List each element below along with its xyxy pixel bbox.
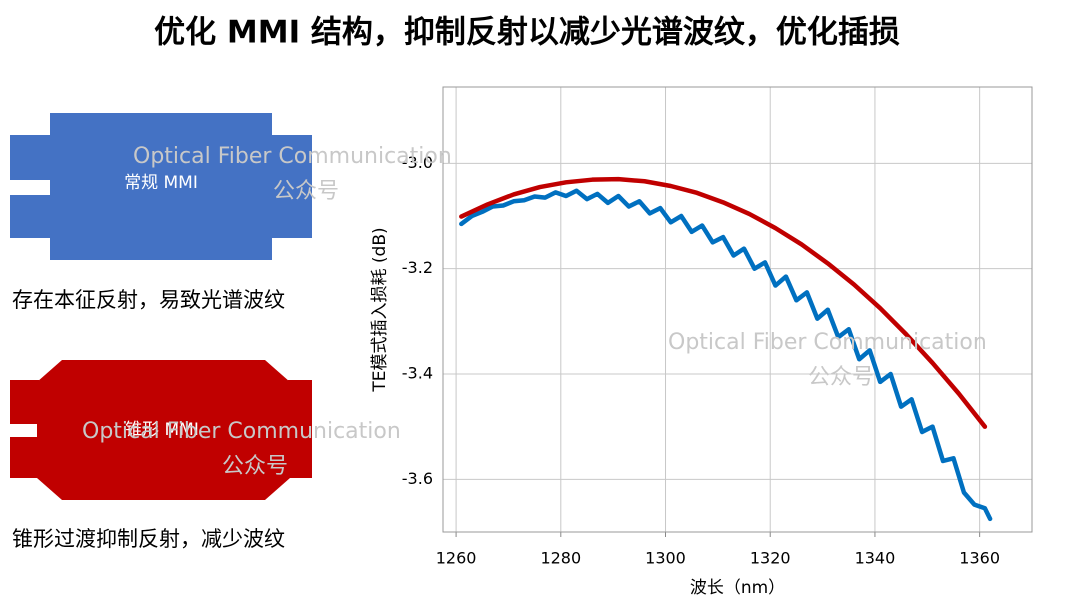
diagram-caption: 锥形过渡抑制反射，减少波纹 (12, 527, 285, 551)
x-tick-label: 1260 (436, 549, 477, 568)
watermark: Optical Fiber Communication (82, 419, 401, 444)
chart: 1260 1280 1300 1320 1340 1360 -3.0 -3.2 -3.4 -3.6… (370, 86, 1033, 598)
y-tick-label: -3.0 (402, 153, 433, 172)
x-tick-label: 1340 (855, 549, 896, 568)
data-line (459, 176, 988, 429)
y-tick-label: -3.2 (402, 258, 433, 277)
x-tick-label: 1300 (645, 549, 686, 568)
watermark: 公众号 (273, 179, 339, 204)
y-tick-label: -3.6 (402, 469, 433, 488)
y-tick-label: -3.4 (402, 364, 433, 383)
y-axis-label: TE模式插入损耗 (dB) (370, 227, 390, 392)
watermark: Optical Fiber Communication (133, 144, 452, 169)
watermarks: Optical Fiber Communication 公众号 Optical Fi… (82, 144, 987, 479)
watermark: Optical Fiber Communication (668, 330, 987, 355)
slide-title: 优化 MMI 结构，抑制反射以减少光谱波纹，优化插损 (154, 15, 900, 51)
x-tick-label: 1280 (540, 549, 581, 568)
diagram-caption: 存在本征反射，易致光谱波纹 (12, 288, 285, 312)
x-axis-label: 波长（nm） (690, 578, 785, 598)
x-tick-label: 1360 (959, 549, 1000, 568)
data-line (459, 188, 993, 522)
diagram-label: 锥形 MMI (125, 420, 199, 440)
x-tick-label: 1320 (750, 549, 791, 568)
diagram-label: 常规 MMI (124, 173, 198, 193)
plot-frame (442, 86, 1033, 533)
conventional-mmi (10, 113, 312, 260)
watermark: 公众号 (222, 454, 288, 479)
watermark: 公众号 (808, 365, 874, 390)
tapered-mmi (10, 360, 312, 500)
